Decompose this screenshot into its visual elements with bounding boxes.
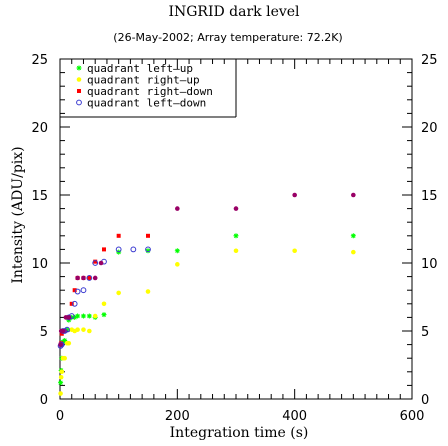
data-point [66,315,72,320]
series-0 [58,233,356,386]
data-point [81,275,86,281]
data-point [98,260,104,266]
y-tick-label-left: 25 [31,53,48,68]
data-point [233,248,239,254]
data-point [145,289,151,294]
chart-subtitle: (26-May-2002; Array temperature: 72.2K) [113,31,342,44]
data-point [130,246,137,253]
legend-marker [76,77,82,82]
data-point [350,233,356,239]
legend-label: quadrant right–up [87,74,200,87]
data-point [58,391,63,396]
y-tick-label-left: 0 [40,393,48,408]
y-tick-label-right: 15 [421,189,438,204]
legend-marker [76,65,82,71]
data-point [175,262,180,267]
data-point [75,313,81,319]
data-point [175,206,180,211]
y-tick-label-left: 15 [31,189,48,204]
data-point [86,313,92,319]
data-point [351,249,356,255]
data-point [72,314,78,320]
data-point [233,233,239,239]
data-point [58,374,64,380]
data-point [72,288,77,293]
data-point [74,288,81,295]
data-point [69,301,74,306]
y-tick-label-right: 10 [421,257,438,272]
data-point [101,312,107,318]
legend-label: quadrant left–down [87,97,206,110]
data-point [292,248,297,254]
data-point [62,338,68,344]
y-tick-label-left: 5 [40,325,48,340]
data-point [102,247,106,252]
data-point [71,300,78,307]
data-point [87,328,92,334]
data-point [58,342,63,347]
x-tick-label: 400 [282,409,307,424]
data-point [81,327,86,332]
chart-title: INGRID dark level [168,4,300,20]
series-4 [58,192,356,347]
data-point [59,331,64,336]
x-tick-label: 0 [56,409,64,424]
data-point [92,260,99,266]
data-point [233,206,239,211]
data-point [116,290,121,296]
data-point [145,246,151,253]
y-tick-label-right: 20 [421,121,438,136]
data-point [58,380,64,386]
series-3 [57,246,151,349]
legend-entry-1: quadrant right–up [76,74,200,87]
series-1 [58,248,356,396]
data-point [351,192,356,198]
legend-entry-0: quadrant left–up [76,62,193,75]
x-axis-label: Integration time (s) [170,425,309,441]
data-point [60,328,66,334]
data-point [146,233,150,238]
y-tick-label-right: 5 [421,325,429,340]
data-point [66,340,72,346]
data-point [115,246,122,253]
y-axis-label: Intensity (ADU/pix) [10,146,26,283]
legend-entry-2: quadrant right–down [77,85,213,98]
legend-label: quadrant right–down [87,85,213,98]
data-point [69,314,75,320]
axis-ticks [59,58,413,400]
y-tick-label-right: 0 [421,393,429,408]
data-point [174,248,180,254]
legend-entry-3: quadrant left–down [76,97,206,110]
data-point [145,248,151,254]
legend-marker [76,99,82,106]
data-point [62,355,67,361]
data-point [101,301,107,307]
data-point [92,275,98,281]
data-point [75,275,80,281]
y-tick-label-left: 20 [31,121,48,136]
data-point [75,327,80,332]
x-tick-label: 600 [400,409,425,424]
data-point [292,192,297,198]
data-point [93,259,98,264]
legend-marker [77,89,81,93]
data-point [86,275,93,281]
x-tick-label: 200 [165,409,190,424]
data-marks [57,192,356,396]
data-point [59,369,65,375]
legend-label: quadrant left–up [87,62,193,75]
data-point [87,275,92,280]
y-tick-label-right: 25 [421,53,438,68]
data-point [116,233,121,238]
data-point [80,287,87,294]
y-tick-label-left: 10 [31,257,48,272]
data-point [80,313,86,319]
data-point [92,313,98,319]
